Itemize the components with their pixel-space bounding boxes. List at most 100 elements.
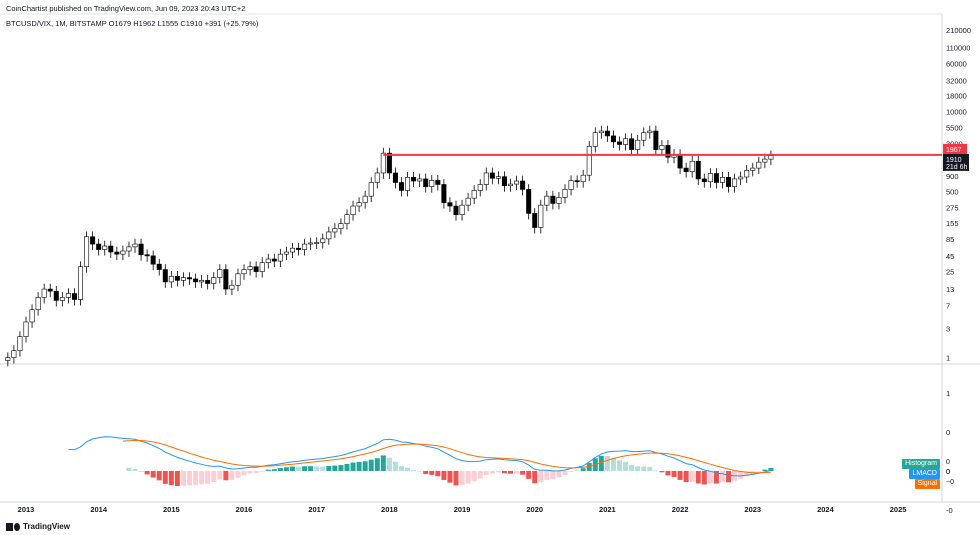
candle-body [229,284,235,290]
histogram-bar [701,471,707,485]
histogram-bar [726,471,732,483]
histogram-bar [629,465,635,471]
histogram-bar [453,471,459,486]
candle-body [308,242,314,245]
histogram-bar [768,467,774,471]
candle-body [29,309,35,323]
publisher-line: CoinChartist published on TradingView.co… [6,4,246,13]
time-tick-label: 2017 [308,505,325,514]
histogram-bar [211,471,217,483]
candle-body [132,243,138,248]
histogram-bar [308,466,314,471]
candle-body [683,167,689,172]
histogram-bar [156,471,162,481]
candle-body [241,269,247,275]
candle-body [465,197,471,206]
candle-body [247,266,253,270]
candle-body [435,180,441,185]
candle-body [199,280,205,283]
candle-body [78,266,84,300]
histogram-bar [423,471,429,474]
candle-body [483,172,489,185]
brand-label: TradingView [23,522,70,531]
histogram-bar [132,469,138,471]
histogram-bar [635,466,641,471]
candle-body [629,138,635,150]
price-tick-label: 155 [946,219,959,228]
candle-body [677,154,683,169]
histogram-bar [150,471,156,478]
price-tick-label: 275 [946,203,959,212]
price-tick-label: 3 [946,324,950,333]
candle-body [617,141,623,145]
candle-body [235,273,241,286]
candle-body [750,167,756,171]
histogram-bar [671,471,677,477]
candle-body [362,195,368,203]
histogram-bar [187,471,193,486]
candle-body [205,280,211,284]
histogram-bar [193,471,199,486]
histogram-bar [598,455,604,471]
candle-body [338,223,344,229]
tradingview-brand[interactable]: TradingView [6,522,70,531]
time-tick-label: 2020 [526,505,543,514]
candle-body [180,277,186,281]
candle-body [635,139,641,150]
candle-body [659,145,665,150]
price-tick-label: 45 [946,252,954,261]
histogram-bar [271,469,277,471]
candle-body [23,321,29,337]
candle-body [713,173,719,183]
candle-body [211,277,217,284]
tradingview-logo-icon [6,522,20,531]
candle-body [744,170,750,178]
price-tick-label: 25 [946,268,954,277]
lmacd-line [68,436,772,477]
candle-body [259,262,265,272]
candle-body [344,214,350,224]
resistance-price-label: 1967 [946,147,962,154]
price-tick-label: 500 [946,187,959,196]
candle-body [114,251,120,255]
time-tick-label: 2023 [744,505,761,514]
histogram-bar [435,471,441,477]
price-tick-label: 32000 [946,76,967,85]
histogram-bar [126,467,132,471]
price-tick-label: 85 [946,235,954,244]
resistance-price-tag [943,143,967,154]
time-tick-label: 2022 [672,505,689,514]
histogram-bar [653,470,659,472]
candle-body [265,258,271,263]
histogram-bar [550,471,556,480]
histogram-bar [580,468,586,471]
histogram-bar [520,471,526,475]
histogram-bar [471,471,477,482]
histogram-bar [489,471,495,474]
histogram-bar [229,471,235,480]
candle-body [701,178,707,183]
histogram-bar [738,471,744,479]
time-tick-label: 2019 [454,505,471,514]
price-tick-label: 1 [946,354,950,363]
histogram-bar [647,466,653,471]
histogram-bar [544,471,550,480]
histogram-bar [744,471,750,477]
histogram-bar [411,469,417,471]
candle-body [84,236,90,268]
candle-body [65,293,71,298]
price-tick-label: 18000 [946,92,967,101]
histogram-bar [205,471,211,484]
histogram-bar [586,463,592,471]
candle-body [411,177,417,182]
candle-body [302,243,308,250]
price-tick-label: 900 [946,172,959,181]
candle-body [368,182,374,197]
histogram-bar [604,455,610,471]
histogram-bar [665,471,671,476]
candle-body [532,213,538,228]
axes: 210000 110000 60000 32000 18000 10000 5500 3 0 0 0… [18,26,971,515]
candle-body [423,178,429,187]
